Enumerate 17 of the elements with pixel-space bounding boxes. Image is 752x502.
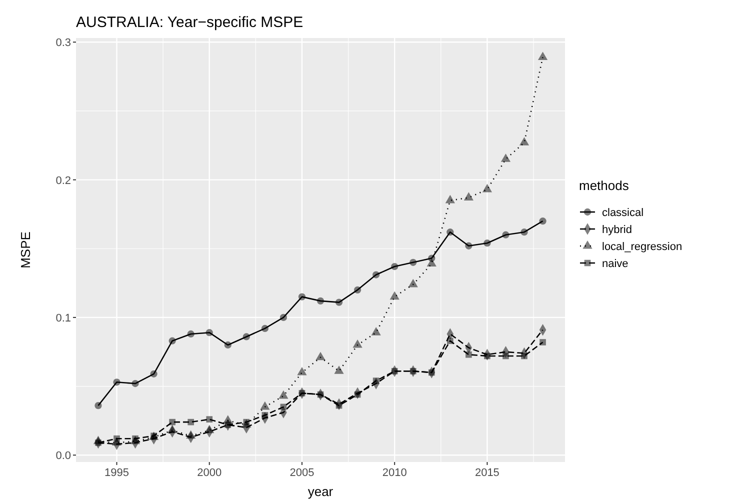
legend-label: naive [602,258,628,270]
y-axis-title: MSPE [18,231,33,268]
x-axis-title: year [308,484,334,499]
x-tick-label: 1995 [104,467,129,479]
legend-label: classical [602,207,644,219]
legend-label: hybrid [602,224,632,236]
y-tick-label: 0.3 [56,37,71,50]
y-tick-label: 0.1 [56,312,71,324]
x-tick-label: 2015 [474,467,500,479]
x-tick-label: 2000 [197,467,222,479]
legend-label: local_regression [602,241,682,253]
chart-title: AUSTRALIA: Year−specific MSPE [76,14,304,31]
y-tick-label: 0.2 [56,174,71,187]
legend-title: methods [579,178,630,193]
x-tick-label: 2010 [382,467,407,479]
y-tick-label: 0.0 [56,450,71,462]
x-tick-label: 2005 [290,467,314,479]
